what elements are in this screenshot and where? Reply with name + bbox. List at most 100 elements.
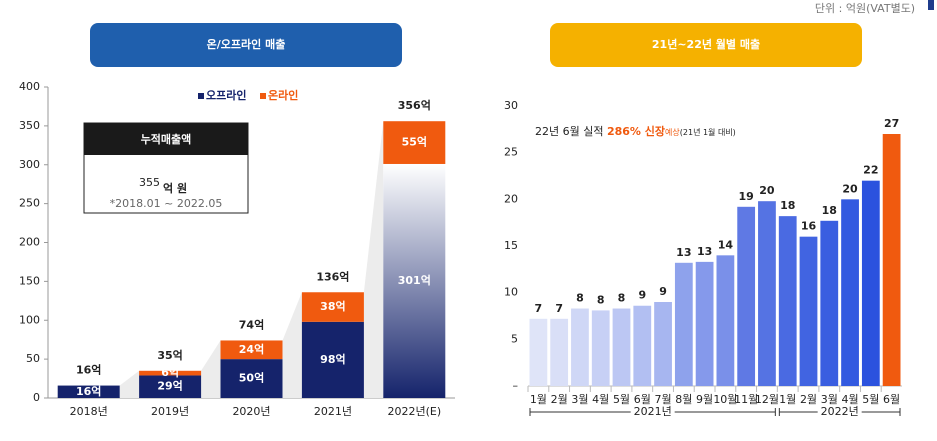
annotation-note: (21년 1월 대비) (680, 127, 736, 137)
x-tick-label: 8월 (675, 393, 692, 406)
legend-label: 오프라인 (206, 88, 246, 102)
y-tick-label: 150 (19, 274, 40, 287)
data-label: 14 (718, 238, 734, 251)
bar (861, 180, 880, 386)
x-tick-label: 2020년 (232, 405, 270, 418)
data-label: 22 (863, 164, 878, 177)
bar-segment (57, 385, 120, 398)
y-tick-label: 200 (19, 236, 40, 249)
bar-segment (301, 292, 364, 322)
connector (201, 340, 221, 398)
total-label: 136억 (316, 270, 349, 283)
y-tick-label: 25 (504, 146, 518, 159)
bar (591, 310, 610, 386)
x-tick-label: 3월 (571, 393, 588, 406)
data-label: 29억 (157, 380, 182, 393)
chart-title: 21년~22년 월별 매출 (652, 37, 760, 51)
bar-segment (301, 321, 364, 398)
x-tick-label: 2월 (551, 393, 568, 406)
x-tick-label: 6월 (634, 393, 651, 406)
y-tick-label: 15 (504, 239, 518, 252)
data-label: 55억 (402, 136, 427, 149)
x-tick-label: 2022년(E) (387, 405, 441, 418)
data-label: 16억 (76, 385, 101, 398)
y-tick-label: 350 (19, 119, 40, 132)
bar (571, 308, 589, 386)
x-tick-label: 4월 (841, 393, 858, 406)
bar (674, 262, 693, 386)
bar (529, 318, 548, 386)
data-label: 7 (535, 302, 543, 315)
total-label: 35억 (157, 349, 182, 362)
data-label: 24억 (239, 343, 264, 356)
x-tick-label: 11월 (734, 393, 758, 406)
x-tick-label: 2021년 (314, 405, 352, 418)
bar (716, 255, 735, 386)
annotation-text: 22년 6월 실적 (535, 125, 607, 138)
group-label: 2021년 (634, 405, 672, 418)
data-label: 8 (597, 293, 605, 306)
bar (633, 305, 652, 386)
y-tick-label: 20 (504, 192, 518, 205)
bar (841, 199, 859, 386)
x-tick-label: 2019년 (151, 405, 189, 418)
box-title: 누적매출액 (141, 132, 192, 146)
y-tick-label: 250 (19, 197, 40, 210)
total-label: 356억 (398, 99, 431, 112)
x-tick-label: 2018년 (70, 405, 108, 418)
box-period: *2018.01 ~ 2022.05 (110, 197, 223, 210)
chart-title: 온/오프라인 매출 (207, 37, 286, 51)
x-tick-label: 1월 (530, 393, 547, 406)
group-label: 2022년 (821, 405, 859, 418)
bar (758, 201, 776, 386)
x-tick-label: 5월 (862, 393, 879, 406)
group-bg (817, 406, 862, 418)
title-pill (550, 23, 862, 67)
total-label: 16억 (76, 364, 101, 377)
data-label: 18 (822, 204, 837, 217)
box-head (84, 123, 248, 155)
annotation: 22년 6월 실적 286% 신장예상(21년 1월 대비) (535, 124, 736, 138)
data-label: 9 (659, 285, 667, 298)
bar-segment (220, 340, 283, 360)
data-label: 9 (638, 289, 646, 302)
data-label: 27 (884, 117, 899, 130)
data-label: 301억 (398, 274, 431, 287)
legend-swatch (260, 93, 266, 99)
x-tick-label: 2월 (800, 393, 817, 406)
bar (882, 134, 901, 386)
corner-mark (928, 0, 934, 10)
data-label: 8 (576, 292, 584, 305)
x-tick-label: 7월 (654, 393, 671, 406)
data-label: 8 (618, 292, 626, 305)
connector (363, 121, 384, 399)
bar (612, 308, 631, 386)
y-tick-label: 0 (33, 391, 40, 404)
legend-label: 온라인 (268, 88, 298, 102)
y-tick-label: 100 (19, 313, 40, 326)
legend-swatch (198, 93, 204, 99)
x-tick-label: 12월 (755, 393, 779, 406)
bar (820, 220, 839, 386)
connector (119, 370, 140, 398)
data-label: 20 (759, 184, 775, 197)
data-label: 6억 (161, 366, 179, 379)
y-tick-label: 5 (511, 332, 518, 345)
annotation-highlight: 286% 신장 (607, 124, 665, 138)
bar (737, 206, 756, 386)
x-tick-label: 10월 (713, 393, 737, 406)
data-label: 13 (697, 245, 712, 258)
bar (778, 216, 797, 386)
annotation-note: 예상 (665, 127, 680, 137)
group-bg (630, 406, 675, 418)
data-label: 18 (780, 199, 795, 212)
data-label: 38억 (320, 300, 345, 313)
y-tick-label: 30 (504, 99, 518, 112)
data-label: 16 (801, 220, 817, 233)
data-label: 98억 (320, 353, 345, 366)
bar-segment (220, 359, 283, 398)
x-tick-label: 5월 (613, 393, 630, 406)
y-tick-label: – (513, 379, 519, 392)
x-tick-label: 4월 (592, 393, 609, 406)
